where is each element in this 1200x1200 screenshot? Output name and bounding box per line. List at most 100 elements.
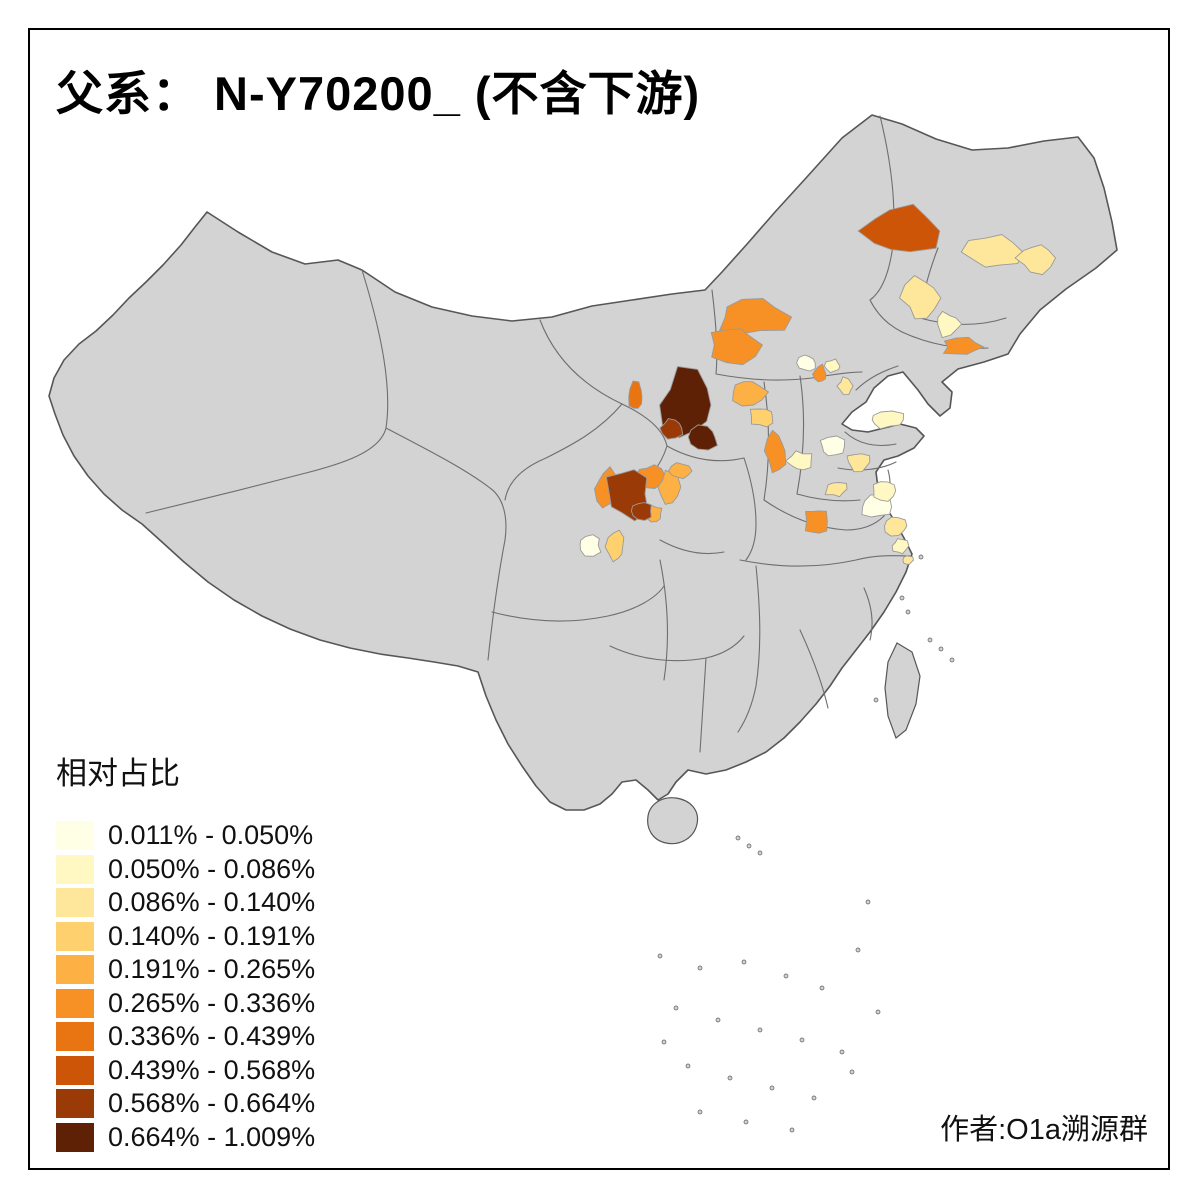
legend-swatch [56, 1089, 94, 1119]
legend-item: 0.568% - 0.664% [56, 1087, 315, 1121]
islet [735, 835, 741, 841]
islet [927, 637, 933, 643]
map-region-r7 [719, 297, 793, 335]
legend-swatch [56, 921, 94, 951]
province-border [743, 457, 757, 561]
islet [757, 1027, 763, 1033]
map-region-r6 [942, 336, 985, 355]
province-border [796, 375, 805, 495]
islet [873, 697, 879, 703]
islet [727, 1075, 733, 1081]
islet [839, 1049, 845, 1055]
attribution: 作者:O1a溯源群 [940, 1114, 1148, 1146]
islet [905, 609, 911, 615]
islet [789, 1127, 795, 1133]
map-region-r28 [884, 516, 908, 537]
legend-item: 0.086% - 0.140% [56, 886, 315, 920]
legend-item: 0.050% - 0.086% [56, 853, 315, 887]
legend-label: 0.140% - 0.191% [108, 920, 316, 951]
map-title: 父系： N-Y70200_ (不含下游) [56, 67, 701, 120]
legend: 相对占比 0.011% - 0.050% 0.050% - 0.086% 0.086… [56, 748, 315, 1154]
islet [849, 1069, 855, 1075]
map-region-r29 [891, 538, 910, 555]
map-region-r23 [846, 453, 871, 473]
map-region-r17 [823, 358, 841, 374]
islet [673, 1005, 679, 1011]
legend-item: 0.140% - 0.191% [56, 920, 315, 954]
islet [697, 1109, 703, 1115]
province-border [491, 585, 665, 622]
islet [757, 850, 763, 856]
islet [697, 965, 703, 971]
islet [685, 1063, 691, 1069]
map-region-r19 [763, 429, 787, 474]
taiwan-island [884, 642, 921, 739]
map-region-r20 [784, 450, 813, 471]
province-border [869, 115, 903, 333]
legend-item: 0.191% - 0.265% [56, 953, 315, 987]
map-region-r36 [604, 529, 625, 563]
map-region-r5 [937, 310, 963, 339]
islet [949, 657, 955, 663]
islet [715, 1017, 721, 1023]
map-region-r15 [796, 354, 816, 372]
small-islands [657, 554, 955, 1133]
map-region-r2 [960, 234, 1024, 268]
province-border [837, 461, 897, 471]
legend-label: 0.191% - 0.265% [108, 954, 316, 985]
province-border [715, 371, 863, 381]
map-region-r25 [804, 510, 828, 534]
islet [938, 646, 944, 652]
legend-swatch [56, 821, 94, 851]
islet [746, 843, 752, 849]
map-region-r4 [898, 275, 942, 320]
islet [819, 985, 825, 991]
legend-item: 0.011% - 0.050% [56, 819, 315, 853]
legend-label: 0.265% - 0.336% [108, 987, 316, 1018]
islet [899, 595, 905, 601]
map-region-r24 [824, 482, 848, 498]
islet [769, 1085, 775, 1091]
legend-item: 0.439% - 0.568% [56, 1054, 315, 1088]
legend-label: 0.664% - 1.009% [108, 1121, 316, 1152]
map-region-r39 [630, 502, 652, 521]
hainan-island [647, 797, 699, 845]
legend-label: 0.011% - 0.050% [108, 820, 314, 851]
province-border [863, 587, 873, 641]
province-border [385, 427, 507, 541]
province-border [699, 657, 707, 753]
province-border [666, 445, 745, 462]
islet [855, 947, 861, 953]
province-border [737, 565, 761, 733]
islet [811, 1095, 817, 1101]
map-region-r11 [628, 380, 643, 409]
map-region-r18 [836, 376, 854, 396]
islet [743, 1119, 749, 1125]
map-region-r10 [749, 408, 774, 428]
legend-item: 0.265% - 0.336% [56, 987, 315, 1021]
legend-item: 0.664% - 1.009% [56, 1121, 315, 1155]
mainland-outline [48, 114, 1118, 811]
legend-label: 0.439% - 0.568% [108, 1054, 316, 1085]
province-border [145, 269, 389, 514]
map-region-r9 [732, 381, 770, 407]
province-border [487, 539, 506, 661]
legend-title: 相对占比 [56, 756, 180, 791]
map-region-r34 [668, 462, 693, 480]
province-border [855, 365, 899, 391]
legend-swatch [56, 1122, 94, 1152]
legend-item: 0.336% - 0.439% [56, 1020, 315, 1054]
map-region-r3 [1014, 244, 1057, 276]
colored-regions [579, 203, 1057, 565]
landmass [48, 114, 1118, 845]
islet [741, 959, 747, 965]
legend-swatch [56, 988, 94, 1018]
legend-label: 0.568% - 0.664% [108, 1088, 316, 1119]
map-region-r30 [902, 555, 915, 565]
map-region-r14 [659, 418, 684, 440]
islet [783, 973, 789, 979]
islet [918, 554, 924, 560]
legend-label: 0.336% - 0.439% [108, 1021, 316, 1052]
map-region-r13 [687, 424, 718, 451]
